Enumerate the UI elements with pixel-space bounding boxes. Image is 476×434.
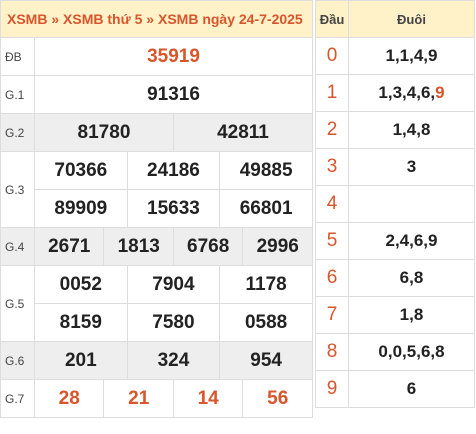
breadcrumb-xsmb[interactable]: XSMB (7, 11, 48, 27)
tail-column-header: Đuôi (348, 0, 475, 38)
loto-tail: 0,0,5,6,8 (348, 333, 475, 371)
prize-label: G.2 (0, 113, 35, 152)
loto-tail-text: 2,4,6,9 (385, 231, 438, 250)
breadcrumb-date[interactable]: XSMB ngày 24-7-2025 (157, 11, 303, 27)
prize-value: 89909 (34, 189, 128, 228)
prize-value: 2996 (242, 227, 313, 266)
loto-header: Đầu Đuôi (315, 0, 475, 38)
loto-tail-text: 1,8 (399, 305, 424, 324)
prize-label: G.5 (0, 265, 35, 342)
prize-value: 2671 (33, 227, 105, 266)
prize-row-g2: G.2 81780 42811 (0, 113, 314, 152)
loto-row: 4 (315, 185, 475, 223)
prize-row-g1: G.1 91316 (0, 75, 313, 114)
loto-tail-text: 3 (406, 157, 417, 176)
prize-label: G.1 (0, 75, 35, 114)
loto-row: 3 3 (315, 148, 475, 186)
prize-value: 7904 (126, 265, 221, 304)
prize-row-g4: G.4 2671 1813 6768 2996 (0, 227, 313, 266)
prize-row-g7: G.7 28 21 14 56 (0, 379, 313, 418)
loto-tail-text: 6 (406, 379, 417, 398)
loto-tail-text: 6,8 (399, 268, 424, 287)
loto-tail: 2,4,6,9 (348, 222, 475, 260)
prize-value: 201 (34, 341, 128, 380)
loto-head: 7 (315, 296, 349, 334)
prize-value: 24186 (126, 151, 221, 190)
loto-head: 3 (315, 148, 349, 186)
results-table: XSMB » XSMB thứ 5 » XSMB ngày 24-7-2025 … (0, 0, 314, 418)
breadcrumb-separator: » (51, 11, 60, 27)
prize-row-g6: G.6 201 324 954 (0, 341, 313, 380)
loto-head: 9 (315, 370, 349, 408)
loto-tail: 1,1,4,9 (348, 37, 475, 75)
prize-value: 324 (126, 341, 221, 380)
prize-value: 1178 (219, 265, 313, 304)
prize-value: 14 (172, 379, 244, 418)
prize-label: G.3 (0, 151, 35, 228)
loto-tail: 6,8 (348, 259, 475, 297)
loto-tail: 6 (348, 370, 475, 408)
loto-tail-text: 1,3,4,6, (378, 83, 436, 102)
loto-row: 9 6 (315, 370, 475, 408)
prize-value: 66801 (219, 189, 313, 228)
prize-value: 954 (219, 341, 313, 380)
prize-value: 1813 (103, 227, 174, 266)
prize-value: 28 (33, 379, 105, 418)
special-prize-value: 35919 (34, 37, 313, 76)
loto-row: 6 6,8 (315, 259, 475, 297)
loto-table: Đầu Đuôi 0 1,1,4,9 1 1,3,4,6,9 2 1,4,8 3… (315, 0, 475, 408)
loto-head: 5 (315, 222, 349, 260)
prize-value: 81780 (34, 113, 174, 152)
prize-row-g3: G.3 70366 24186 49885 (0, 151, 313, 228)
loto-tail: 1,4,8 (348, 111, 475, 149)
prize-value: 0588 (219, 303, 313, 342)
breadcrumb-separator: » (146, 11, 155, 27)
loto-head: 4 (315, 185, 349, 223)
loto-row: 2 1,4,8 (315, 111, 475, 149)
loto-tail: 3 (348, 148, 475, 186)
prize-value: 8159 (34, 303, 128, 342)
loto-tail-text: 1,4,8 (392, 120, 431, 139)
prize-value: 6768 (172, 227, 244, 266)
prize-row-db: ĐB 35919 (0, 37, 313, 76)
loto-tail: 1,8 (348, 296, 475, 334)
loto-row: 1 1,3,4,6,9 (315, 74, 475, 112)
prize-value: 21 (103, 379, 174, 418)
prize-row-g5: 8159 7580 0588 (1, 303, 313, 342)
loto-tail: 1,3,4,6,9 (348, 74, 475, 112)
loto-row: 0 1,1,4,9 (315, 37, 475, 75)
prize-label: G.7 (0, 379, 35, 418)
loto-tail-highlight: 9 (435, 83, 445, 102)
prize-value: 91316 (34, 75, 313, 114)
prize-value: 49885 (219, 151, 313, 190)
loto-row: 8 0,0,5,6,8 (315, 333, 475, 371)
prize-row-g5: G.5 0052 7904 1178 (0, 265, 313, 342)
prize-row-g3: 89909 15633 66801 (1, 189, 313, 228)
loto-tail-text: 1,1,4,9 (385, 46, 438, 65)
loto-head: 0 (315, 37, 349, 75)
loto-row: 5 2,4,6,9 (315, 222, 475, 260)
loto-head: 8 (315, 333, 349, 371)
prize-value: 56 (242, 379, 313, 418)
loto-tail (348, 185, 475, 223)
head-column-header: Đầu (315, 0, 349, 38)
prize-value: 42811 (172, 113, 314, 152)
loto-head: 2 (315, 111, 349, 149)
breadcrumb: XSMB » XSMB thứ 5 » XSMB ngày 24-7-2025 (0, 0, 313, 38)
prize-label: G.6 (0, 341, 35, 380)
loto-tail-text: 0,0,5,6,8 (378, 342, 445, 361)
loto-head: 1 (315, 74, 349, 112)
prize-label: ĐB (0, 37, 35, 76)
prize-value: 7580 (126, 303, 221, 342)
loto-head: 6 (315, 259, 349, 297)
prize-label: G.4 (0, 227, 35, 266)
prize-value: 70366 (34, 151, 128, 190)
loto-row: 7 1,8 (315, 296, 475, 334)
breadcrumb-xsmb-thu5[interactable]: XSMB thứ 5 (63, 11, 143, 27)
prize-value: 0052 (34, 265, 128, 304)
prize-value: 15633 (126, 189, 221, 228)
